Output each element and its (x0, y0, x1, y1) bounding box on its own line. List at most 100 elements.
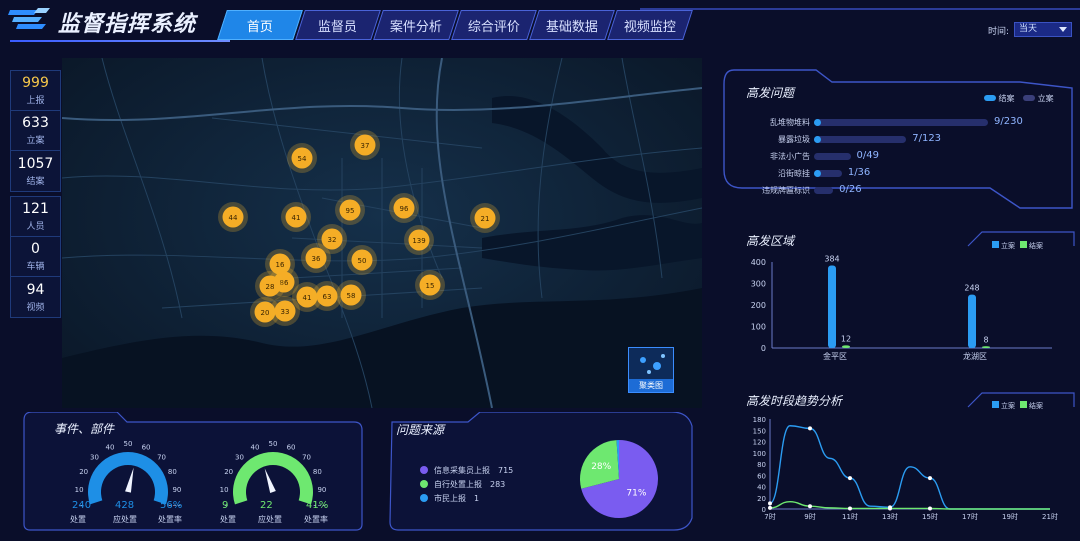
stat-card[interactable]: 633 立案 (11, 111, 60, 151)
gauge-caption: 应处置 (258, 515, 282, 524)
issue-bar-fill (814, 170, 821, 177)
y-tick-label: 400 (751, 258, 766, 267)
bar (828, 265, 836, 348)
cluster-count: 37 (361, 142, 370, 150)
legend-swatch (1020, 401, 1027, 408)
nav-tab-4[interactable]: 基础数据 (529, 10, 615, 40)
harbor-area (482, 215, 702, 271)
issue-name: 暴露垃圾 (778, 135, 810, 144)
cluster-marker[interactable]: 139 (404, 225, 434, 255)
cluster-marker[interactable]: 28 (255, 271, 285, 301)
cluster-dot (321, 228, 343, 250)
cluster-marker[interactable]: 58 (336, 280, 366, 310)
cluster-marker[interactable]: 96 (389, 193, 419, 223)
data-point (928, 476, 932, 481)
issue-name: 违规牌匾标识 (762, 186, 810, 195)
cluster-marker[interactable]: 32 (317, 224, 347, 254)
nav-tab-5[interactable]: 视频监控 (607, 10, 693, 40)
cluster-marker[interactable]: 15 (415, 270, 445, 300)
cluster-count: 86 (280, 279, 289, 287)
issue-row[interactable]: 违规牌匾标识 0/26 (738, 183, 1068, 197)
legend-dot-icon (420, 480, 428, 488)
stat-label: 车辆 (26, 262, 45, 272)
cluster-marker[interactable]: 33 (270, 296, 300, 326)
cluster-dot (419, 274, 441, 296)
cluster-dot (274, 300, 296, 322)
stat-card[interactable]: 121 人员 (11, 197, 60, 237)
stat-card[interactable]: 94 视频 (11, 277, 60, 317)
nav-tab-2[interactable]: 案件分析 (373, 10, 459, 40)
source-legend-item: 自行处置上报 283 (420, 479, 505, 491)
stat-card[interactable]: 0 车辆 (11, 237, 60, 277)
cluster-marker[interactable]: 95 (335, 195, 365, 225)
legend-label: 信息采集员上报 (434, 466, 490, 475)
cluster-marker[interactable]: 20 (250, 297, 280, 327)
area-bar-chart: 0 100 200 300 400 立案 结案 384 12 金平区 248 8 龙湖区 (751, 241, 1052, 361)
time-filter-value: 当天 (1019, 24, 1038, 34)
legend-value: 283 (490, 480, 506, 489)
stat-value: 121 (22, 201, 49, 217)
y-tick-label: 0 (762, 506, 766, 514)
cluster-dot (291, 147, 313, 169)
cluster-count: 28 (266, 283, 275, 291)
cluster-marker[interactable]: 63 (312, 281, 342, 311)
gauge-caption: 处置 (220, 515, 236, 524)
cluster-marker[interactable]: 50 (347, 245, 377, 275)
cluster-dot (408, 229, 430, 251)
cluster-marker[interactable]: 44 (218, 202, 248, 232)
map-view[interactable]: 37 54 96 44 41 95 21 139 32 16 36 50 86 28 41 63 58 20 33 1… (62, 58, 702, 408)
y-tick-label: 200 (751, 301, 766, 310)
gauge-tick-label: 20 (224, 468, 233, 476)
cluster-marker[interactable]: 37 (350, 130, 380, 160)
cluster-marker[interactable]: 36 (301, 243, 331, 273)
map-canvas[interactable]: 37 54 96 44 41 95 21 139 32 16 36 50 86 28 41 63 58 20 33 1… (62, 58, 702, 408)
cluster-count: 50 (358, 257, 367, 265)
issue-row[interactable]: 非法小广告 0/49 (738, 149, 1068, 163)
cluster-marker[interactable]: 41 (281, 202, 311, 232)
bar (982, 346, 990, 348)
cluster-count: 16 (276, 261, 285, 269)
trend-panel-corner (967, 392, 1075, 408)
cluster-count: 63 (323, 293, 332, 301)
cluster-dot (259, 275, 281, 297)
cluster-count: 20 (261, 309, 270, 317)
issue-bar-track (814, 153, 851, 160)
header-underline (10, 40, 230, 42)
nav-tab-3[interactable]: 综合评价 (451, 10, 537, 40)
cluster-map-button[interactable]: 聚类图 (628, 347, 674, 393)
gauge-caption: 处置率 (304, 515, 328, 524)
cluster-marker[interactable]: 16 (265, 249, 295, 279)
nav-tab-label: 首页 (246, 19, 273, 35)
chevron-down-icon (1059, 27, 1067, 32)
cluster-count: 15 (426, 282, 435, 290)
cluster-dot (254, 301, 276, 323)
nav-tab-1[interactable]: 监督员 (295, 10, 381, 40)
issue-row[interactable]: 乱堆物堆料 9/230 (738, 115, 1068, 129)
cluster-marker[interactable]: 21 (470, 203, 500, 233)
gauge-tick-label: 0 (224, 504, 228, 506)
stat-card[interactable]: 1057 结案 (11, 151, 60, 191)
cluster-dot (340, 284, 362, 306)
data-point (808, 504, 812, 509)
nav-tab-label: 综合评价 (467, 19, 520, 35)
stat-label: 上报 (26, 96, 45, 106)
header: 监督指挥系统 首页 监督员 案件分析 综合评价 基础数据 视频监控 时间: 当天 (0, 0, 1080, 46)
time-filter-select[interactable]: 当天 (1014, 22, 1072, 37)
y-tick-label: 40 (757, 484, 766, 492)
issue-row[interactable]: 暴露垃圾 7/123 (738, 132, 1068, 146)
issue-count: 9/230 (994, 116, 1023, 127)
cluster-count: 33 (281, 308, 290, 316)
gauge-needle (264, 468, 276, 493)
cluster-dot (316, 285, 338, 307)
nav-tab-0[interactable]: 首页 (217, 10, 303, 40)
bay-area (492, 96, 702, 203)
stat-card[interactable]: 999 上报 (11, 71, 60, 111)
data-point (848, 506, 852, 511)
issue-name: 沿街晾挂 (778, 169, 810, 178)
legend-dot-icon (420, 466, 428, 474)
issue-row[interactable]: 沿街晾挂 1/36 (738, 166, 1068, 180)
pie-label: 71% (626, 488, 646, 498)
legend-label: 立案 (1001, 241, 1015, 250)
cluster-marker[interactable]: 41 (292, 282, 322, 312)
cluster-marker[interactable]: 54 (287, 143, 317, 173)
